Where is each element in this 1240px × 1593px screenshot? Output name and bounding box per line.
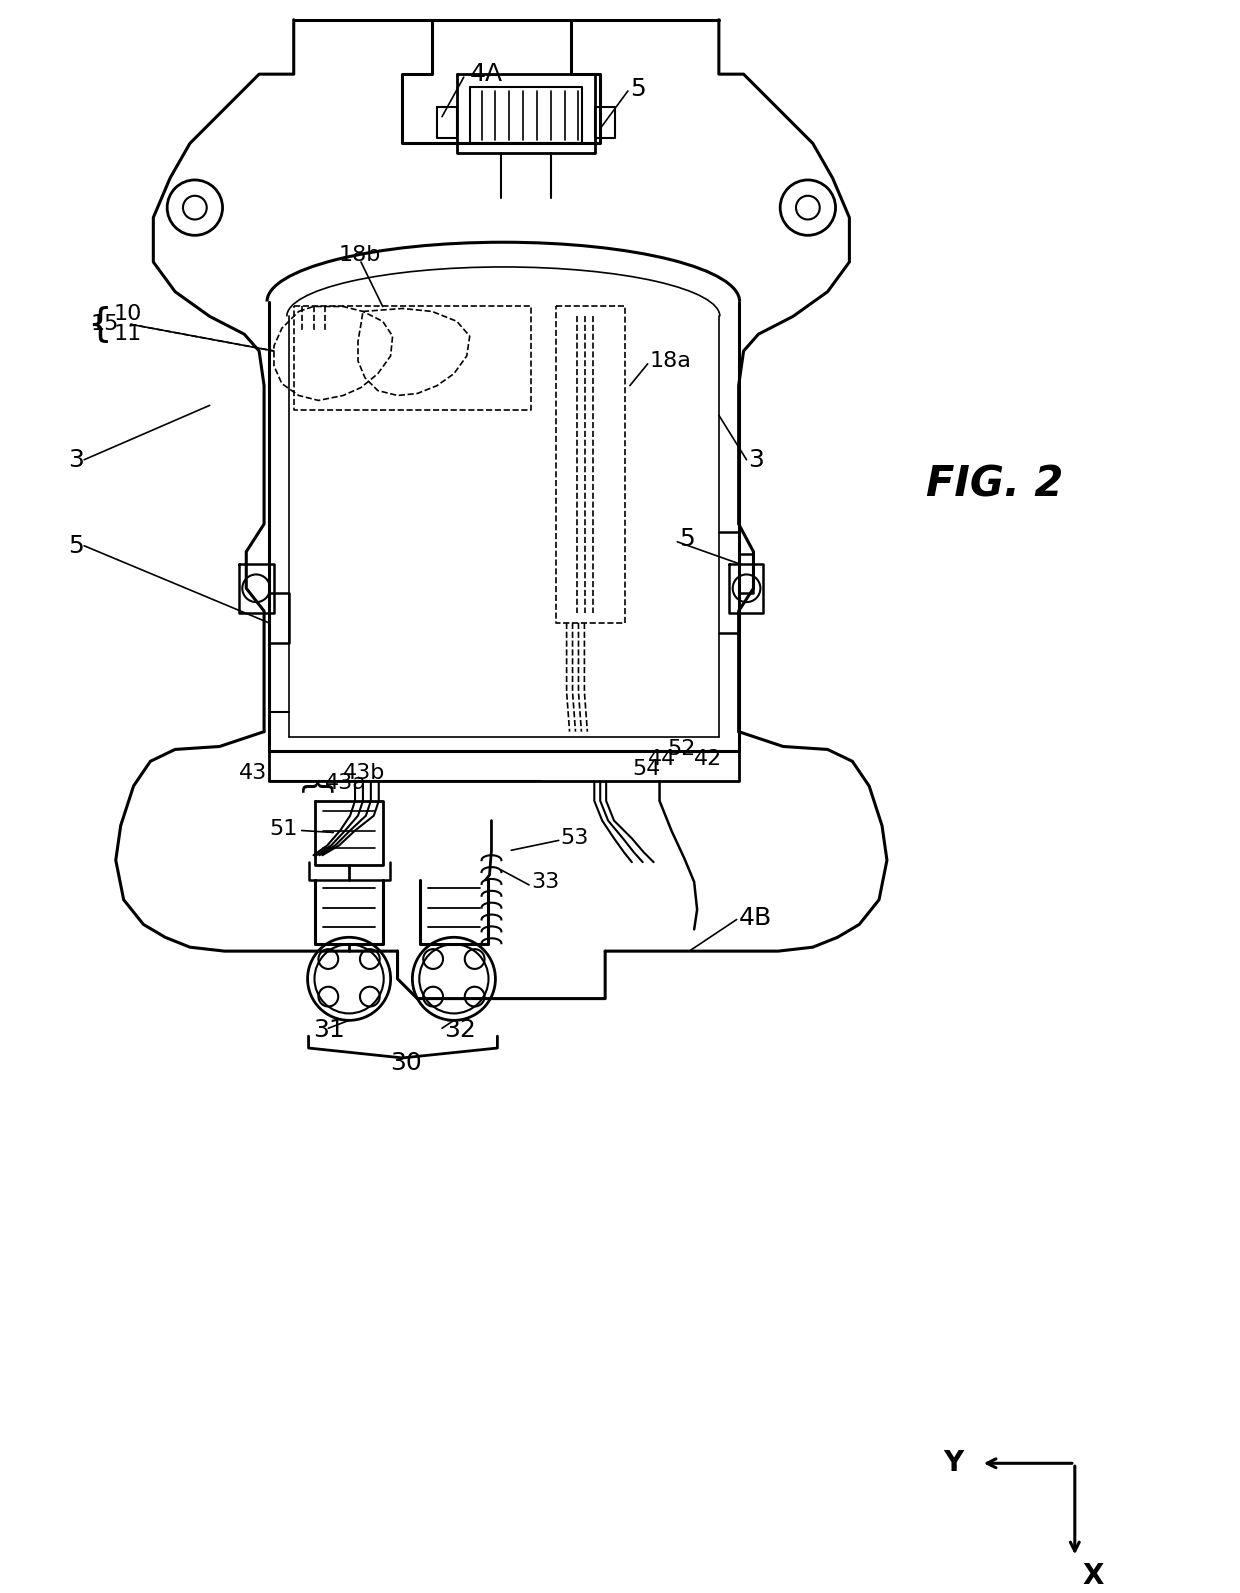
Text: 11: 11 (114, 325, 143, 344)
Text: 42: 42 (694, 749, 723, 769)
Text: X: X (1083, 1563, 1104, 1590)
Text: 5: 5 (68, 534, 84, 558)
Text: 52: 52 (667, 739, 696, 760)
Text: 31: 31 (314, 1018, 345, 1042)
Text: 18a: 18a (650, 350, 692, 371)
Text: 3: 3 (749, 448, 764, 472)
Text: 32: 32 (444, 1018, 476, 1042)
Text: 33: 33 (531, 871, 559, 892)
Text: 54: 54 (632, 760, 660, 779)
Text: 43: 43 (239, 763, 268, 784)
Text: 4B: 4B (739, 905, 771, 930)
Text: 3: 3 (68, 448, 84, 472)
Text: 43a: 43a (325, 773, 367, 793)
Text: 5: 5 (630, 76, 646, 100)
Text: 53: 53 (560, 828, 589, 849)
Text: 43b: 43b (343, 763, 386, 784)
Text: 10: 10 (114, 304, 143, 325)
Text: 15: 15 (91, 314, 119, 335)
Text: 44: 44 (647, 749, 676, 769)
Text: Y: Y (942, 1450, 963, 1477)
Text: 30: 30 (391, 1051, 423, 1075)
Text: FIG. 2: FIG. 2 (926, 464, 1064, 505)
Text: 5: 5 (680, 527, 696, 551)
Text: 4A: 4A (470, 62, 503, 86)
Text: {: { (87, 306, 112, 344)
Text: 18b: 18b (339, 245, 381, 264)
Text: 51: 51 (269, 819, 298, 838)
Text: }: } (299, 771, 331, 792)
